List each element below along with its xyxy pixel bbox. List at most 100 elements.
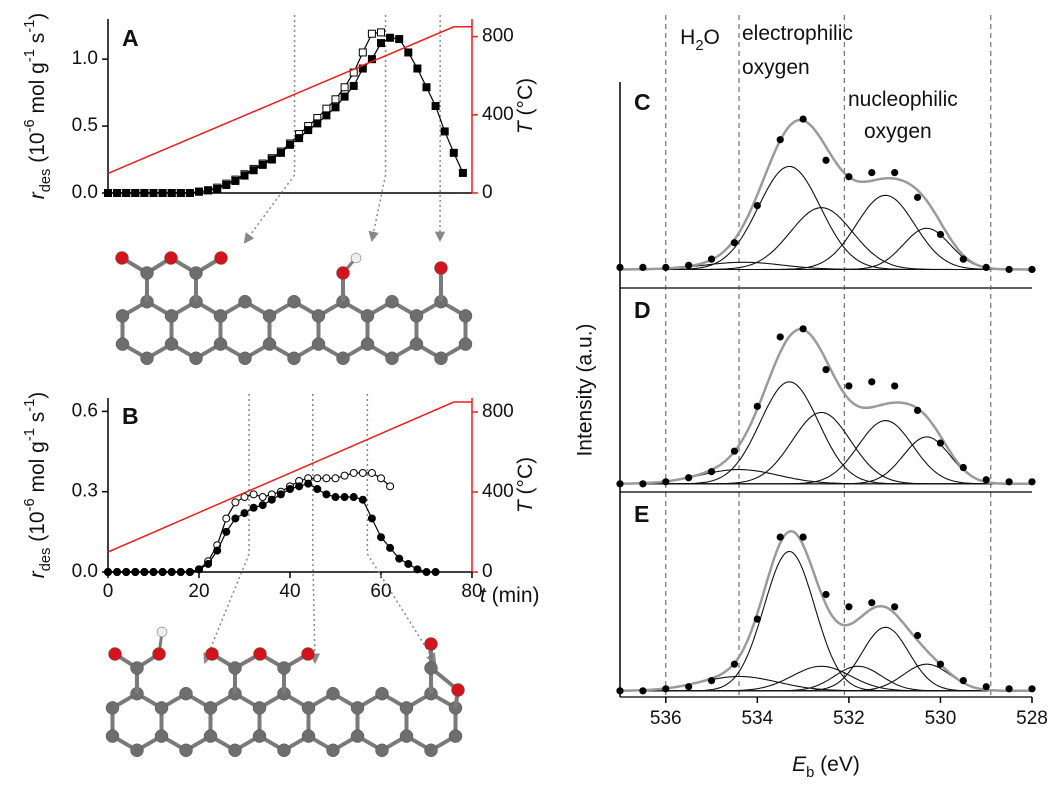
data-point [323, 475, 330, 482]
data-point [754, 403, 761, 410]
y-axis-label-part: -1 [22, 20, 38, 33]
x-axis-label: Eb (eV) [792, 753, 860, 781]
data-point [1028, 266, 1035, 273]
x-tick-label: 0 [103, 581, 114, 602]
annotation: nucleophilic [848, 88, 958, 111]
data-point [414, 65, 421, 72]
atom [302, 648, 315, 661]
panel-label: E [634, 501, 649, 527]
molecule-drawings [106, 252, 472, 757]
component-peak [620, 437, 1032, 484]
y2-tick-label: 800 [482, 401, 514, 422]
data-point [414, 566, 421, 573]
data-point [777, 136, 784, 143]
atom [278, 744, 291, 757]
data-point [960, 256, 967, 263]
data-point [423, 84, 430, 91]
data-point [396, 36, 403, 43]
x-axis-label: t (min) [480, 584, 540, 607]
data-point [983, 683, 990, 690]
data-point [405, 560, 412, 567]
data-point [359, 469, 366, 476]
data-point [287, 141, 294, 148]
data-point [332, 104, 339, 111]
atom [351, 253, 361, 263]
atom [327, 687, 340, 700]
data-point [708, 677, 715, 684]
data-point [754, 202, 761, 209]
data-point [754, 616, 761, 623]
data-point [731, 239, 738, 246]
data-point [277, 491, 284, 498]
atom [376, 744, 389, 757]
data-point [708, 468, 715, 475]
atom [312, 338, 325, 351]
panel-label: C [634, 89, 651, 115]
annotation: oxygen [742, 56, 810, 79]
x-tick-label: 534 [741, 708, 773, 729]
atom [376, 687, 389, 700]
temperature-line [108, 27, 472, 174]
data-point [314, 486, 321, 493]
arrow [245, 175, 295, 242]
arrow [372, 175, 386, 240]
data-point [332, 494, 339, 501]
atom [239, 352, 252, 365]
data-point [845, 382, 852, 389]
annotation-part: nucleophilic [848, 88, 958, 111]
data-point [250, 167, 257, 174]
annotation-part: H [680, 26, 695, 49]
atom [278, 662, 291, 675]
data-point [868, 378, 875, 385]
data-point [731, 448, 738, 455]
y2-tick-label: 0 [482, 561, 493, 582]
fit-envelope [620, 120, 1032, 270]
x-tick-label: 40 [279, 581, 300, 602]
data-point [268, 496, 275, 503]
atom [253, 730, 266, 743]
data-point [731, 661, 738, 668]
data-point [800, 534, 807, 541]
y-axis-label-part: -1 [22, 49, 38, 62]
data-point [250, 504, 257, 511]
y-tick-label: 1.0 [72, 48, 98, 69]
data-point [105, 190, 112, 197]
data-point [350, 494, 357, 501]
atom [165, 309, 178, 322]
atom [204, 701, 217, 714]
data-point [314, 120, 321, 127]
data-point [639, 687, 646, 694]
arrow [313, 554, 315, 662]
data-point [378, 534, 385, 541]
atom [386, 295, 399, 308]
atom [400, 701, 413, 714]
data-point [141, 190, 148, 197]
annotation: oxygen [864, 120, 932, 143]
data-point [241, 510, 248, 517]
atom [254, 648, 267, 661]
data-point [114, 569, 121, 576]
data-point [891, 169, 898, 176]
atom [157, 627, 167, 637]
y-axis-label-part: (10 [26, 511, 49, 547]
data-point [223, 181, 230, 188]
data-point [662, 685, 669, 692]
data-point [214, 547, 221, 554]
data-point [186, 190, 193, 197]
atom [337, 352, 350, 365]
atom [116, 338, 129, 351]
x-axis-label-part: b [806, 765, 814, 781]
data-point [232, 177, 239, 184]
data-point [359, 49, 366, 56]
y-axis-label-part: -6 [22, 119, 38, 132]
atom [153, 648, 166, 661]
atom [214, 309, 227, 322]
data-point [150, 569, 157, 576]
data-point [223, 515, 230, 522]
atom [351, 730, 364, 743]
data-point [387, 544, 394, 551]
y2-tick-label: 0 [482, 182, 493, 203]
x-tick-label: 20 [188, 581, 209, 602]
data-point [232, 499, 239, 506]
data-point [287, 486, 294, 493]
